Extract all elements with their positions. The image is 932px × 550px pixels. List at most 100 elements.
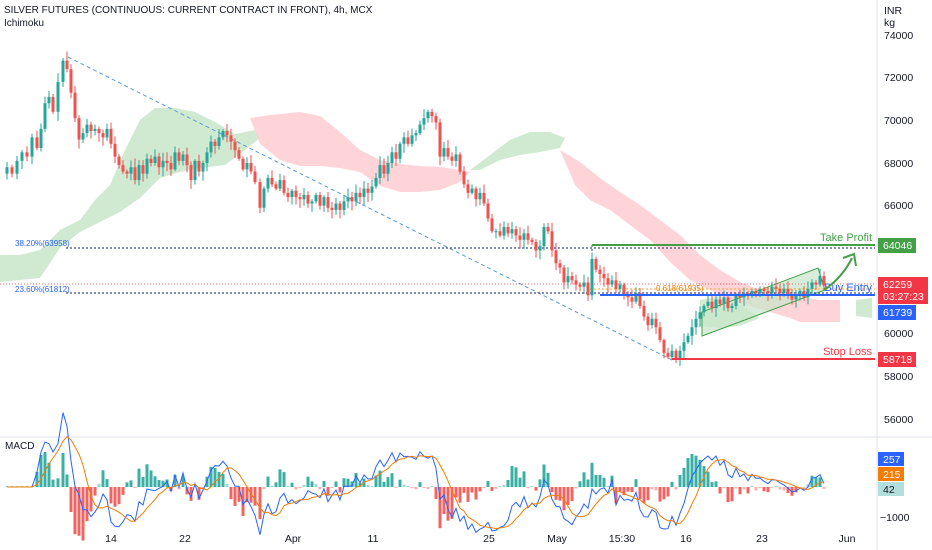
macd-hist-bar: [137, 468, 141, 487]
candle-body: [466, 184, 470, 193]
candle-body: [634, 293, 638, 302]
macd-hist-bar: [494, 487, 498, 489]
time-tick: 15:30: [609, 533, 635, 545]
macd-hist-bar: [786, 487, 790, 494]
macd-hist-bar: [229, 487, 233, 500]
macd-hist-bar: [358, 482, 362, 487]
candle-body: [298, 197, 302, 200]
macd-hist-bar: [694, 455, 698, 487]
macd-hist-bar: [406, 486, 410, 487]
candle-body: [582, 282, 586, 287]
candle-body: [173, 152, 177, 170]
macd-hist-bar: [402, 484, 406, 487]
macd-hist-bar: [209, 466, 213, 487]
candle-body: [606, 278, 610, 285]
candle-body: [149, 158, 153, 163]
macd-hist-bar: [658, 487, 662, 502]
candle-body: [754, 291, 758, 294]
candle-body: [454, 154, 458, 161]
candle-body: [65, 60, 69, 70]
macd-hist-bar: [738, 487, 742, 495]
candle-body: [322, 197, 326, 206]
candle-body: [790, 295, 794, 300]
candle-body: [798, 291, 802, 296]
candle-body: [109, 128, 113, 144]
candle-body: [77, 118, 81, 140]
macd-hist-bar: [39, 455, 43, 487]
candle-body: [430, 111, 434, 117]
macd-hist-bar: [217, 471, 221, 487]
candle-body: [85, 124, 89, 134]
candle-body: [258, 182, 262, 208]
candle-body: [506, 227, 510, 234]
macd-hist-bar: [706, 471, 710, 487]
candle-body: [157, 156, 161, 168]
candle-body: [710, 301, 714, 309]
time-axis[interactable]: 14 22 Apr 11 25 May 15:30 16 23 Jun: [105, 533, 855, 545]
macd-hist-bar: [165, 479, 169, 487]
svg-text:61739: 61739: [883, 307, 912, 319]
candle-body: [69, 69, 73, 93]
candle-body: [249, 163, 253, 172]
candle-body: [422, 118, 426, 125]
candle-body: [161, 160, 165, 168]
fib-618-label: 0.618(61935): [656, 284, 704, 293]
candle-body: [61, 60, 65, 82]
candle-body: [225, 131, 229, 136]
macd-hist-bar: [342, 478, 346, 487]
macd-hist-bar: [486, 480, 490, 487]
candle-body: [698, 312, 702, 319]
candle-body: [97, 128, 101, 134]
candle-body: [145, 158, 149, 174]
candle-body: [382, 165, 386, 174]
candle-body: [602, 273, 606, 279]
candle-body: [526, 233, 530, 240]
price-axis[interactable]: INR kg 74000 72000 70000 68000 66000 600…: [884, 5, 913, 426]
candle-body: [153, 156, 157, 163]
macd-hist-bar: [770, 487, 774, 488]
macd-hist-bar: [237, 487, 241, 502]
candle-body: [438, 122, 442, 157]
macd-hist-bar: [686, 457, 690, 487]
buy-entry-tag: 61739: [878, 305, 916, 320]
macd-hist-bar: [51, 479, 55, 487]
candle-body: [686, 335, 690, 343]
candle-body: [590, 259, 594, 296]
price-tick: 70000: [884, 115, 913, 127]
candle-body: [650, 318, 654, 326]
macd-hist-bar: [814, 477, 818, 487]
candle-body: [610, 280, 614, 285]
candle-body: [201, 163, 205, 172]
macd-hist-bar: [714, 481, 718, 487]
macd-hist-bar: [630, 487, 634, 493]
macd-hist-bar: [546, 472, 550, 487]
candle-body: [694, 318, 698, 328]
candle-body: [530, 239, 534, 242]
candle-body: [73, 92, 77, 119]
macd-hist-bar: [654, 487, 658, 491]
candle-body: [442, 148, 446, 157]
macd-hist-bar: [510, 466, 514, 487]
macd-hist-bar: [426, 487, 430, 490]
macd-hist-bar: [213, 467, 217, 487]
candle-body: [346, 197, 350, 202]
macd-hist-bar: [594, 474, 598, 487]
macd-hist-bar: [241, 487, 245, 517]
macd-hist-bar: [378, 470, 382, 487]
macd-hist-bar: [422, 487, 426, 488]
candle-body: [217, 137, 221, 146]
price-tick: 74000: [884, 30, 913, 42]
candle-body: [486, 203, 490, 219]
svg-text:42: 42: [883, 484, 895, 496]
macd-hist-bar: [290, 482, 294, 487]
candle-body: [554, 250, 558, 264]
macd-hist-bar: [550, 487, 554, 493]
candle-body: [758, 288, 762, 294]
candle-body: [213, 141, 217, 146]
candle-body: [105, 128, 109, 138]
candle-body: [494, 231, 498, 233]
time-tick: Jun: [839, 533, 856, 545]
candle-body: [209, 141, 213, 153]
